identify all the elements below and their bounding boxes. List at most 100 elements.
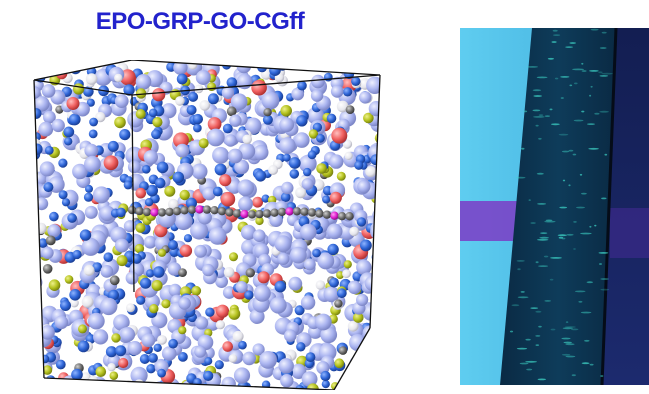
atom — [268, 165, 279, 175]
fluorescent-trace — [578, 300, 583, 303]
fluorescent-trace — [538, 137, 542, 140]
atom — [84, 155, 101, 173]
fluorescent-trace — [573, 248, 576, 250]
atom — [353, 312, 364, 323]
fluorescent-trace — [557, 234, 567, 237]
atom — [345, 105, 355, 114]
atom — [34, 323, 41, 332]
graphene-atom — [270, 208, 279, 217]
atom — [83, 265, 95, 276]
atom — [64, 275, 74, 284]
graphene-atom — [150, 208, 159, 217]
atom — [135, 222, 146, 233]
atom — [291, 363, 307, 379]
atom — [282, 153, 291, 162]
atom — [263, 108, 272, 117]
graphene-atom — [225, 208, 234, 217]
atom — [296, 115, 308, 127]
atom — [356, 217, 367, 227]
atom — [92, 262, 103, 273]
atom — [63, 385, 73, 390]
fluorescent-trace — [566, 233, 574, 236]
graphene-atom — [210, 206, 219, 215]
atom — [103, 252, 114, 262]
atom — [375, 214, 380, 225]
atom — [311, 74, 325, 89]
graphene-atom — [232, 209, 242, 218]
atom — [168, 198, 179, 210]
fluorescent-trace — [581, 110, 585, 113]
fluorescent-trace — [528, 199, 531, 202]
fluorescent-trace — [533, 95, 542, 97]
atom — [34, 299, 40, 311]
fluorescent-trace — [535, 310, 542, 313]
atom — [307, 107, 325, 125]
atom — [77, 340, 90, 353]
atom — [34, 67, 43, 76]
atom — [262, 114, 273, 125]
atom — [178, 326, 187, 335]
fluorescent-trace — [561, 237, 566, 240]
atom — [368, 101, 380, 117]
atom — [60, 300, 71, 311]
atom — [238, 340, 247, 350]
atom — [152, 88, 166, 102]
atom — [43, 110, 56, 124]
atom — [321, 380, 330, 389]
atom — [208, 227, 227, 245]
fluorescent-trace — [574, 290, 586, 293]
atom — [35, 222, 47, 234]
fluorescent-trace — [537, 203, 547, 205]
graphene-atom — [180, 206, 189, 215]
atom — [232, 330, 244, 342]
atom — [47, 224, 61, 238]
atom — [148, 108, 158, 118]
atom — [95, 366, 107, 378]
graphene-atom — [142, 207, 152, 217]
atom — [34, 305, 41, 322]
atom — [84, 143, 99, 158]
atom — [139, 354, 150, 364]
fluorescent-trace — [525, 338, 531, 341]
fluorescent-trace — [584, 339, 590, 342]
atom — [338, 346, 348, 355]
graphene-atom — [240, 209, 249, 219]
fluorescent-trace — [573, 221, 577, 223]
atom — [73, 83, 85, 95]
atom — [52, 379, 61, 389]
atom — [233, 367, 251, 384]
atom — [116, 207, 126, 218]
atom — [336, 100, 349, 113]
fluorescent-trace — [516, 260, 525, 262]
fluorescent-trace — [544, 115, 550, 117]
atom — [114, 238, 129, 253]
atom — [323, 286, 340, 303]
atom — [206, 128, 225, 147]
atom — [67, 213, 77, 223]
atom — [323, 72, 333, 82]
atom — [135, 187, 147, 199]
atom — [367, 335, 377, 345]
fluorescent-trace — [598, 71, 603, 74]
atom — [249, 309, 265, 324]
atom — [334, 299, 343, 308]
atom — [244, 290, 254, 300]
atom — [100, 265, 114, 278]
atom-particles — [34, 60, 380, 390]
graphene-atom — [307, 208, 317, 217]
graphene-atom — [247, 210, 257, 219]
fluorescent-trace — [525, 360, 537, 363]
atom — [146, 184, 158, 197]
atom — [109, 371, 119, 381]
atom — [34, 96, 50, 112]
atom — [222, 123, 233, 134]
atom — [228, 307, 241, 320]
atom — [178, 352, 188, 362]
atom — [326, 113, 337, 124]
atom — [235, 281, 248, 293]
fluorescent-trace — [565, 46, 573, 48]
fluorescent-trace — [601, 31, 607, 34]
atom — [135, 88, 147, 99]
graphene-atom — [337, 212, 347, 221]
atom — [71, 368, 83, 381]
